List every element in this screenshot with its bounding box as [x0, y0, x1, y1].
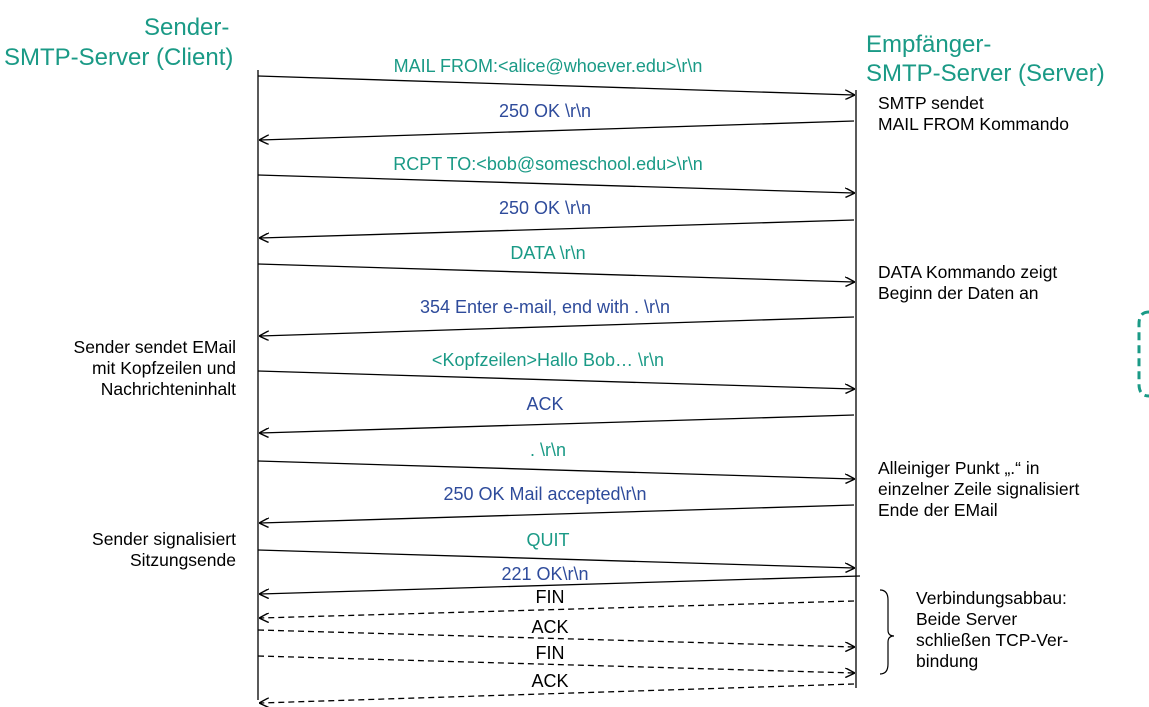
message-arrows — [257, 75, 861, 703]
message-arrow — [260, 575, 861, 594]
message-label: DATA \r\n — [510, 243, 586, 263]
annotation-client-quit: Sender signalisiert Sitzungsende — [92, 529, 236, 571]
annotation-line: Sitzungsende — [129, 550, 236, 570]
message-label: ACK — [531, 671, 569, 691]
message-label: 250 OK Mail accepted\r\n — [443, 484, 647, 504]
annotation-line: Beide Server — [916, 609, 1018, 629]
message-arrow — [260, 414, 855, 433]
message-arrow — [260, 219, 855, 238]
annotation-line: Alleiniger Punkt „.“ in — [878, 458, 1040, 478]
message-arrow — [260, 504, 855, 523]
message-arrow — [260, 120, 855, 140]
side-bracket-icon — [1137, 310, 1149, 398]
message-arrow — [257, 370, 854, 389]
annotation-line: DATA Kommando zeigt — [878, 262, 1058, 282]
message-label: ACK — [531, 617, 569, 637]
annotation-line: MAIL FROM Kommando — [878, 114, 1069, 134]
sender-title-line1: Sender- — [144, 14, 230, 41]
annotation-data: DATA Kommando zeigt Beginn der Daten an — [878, 262, 1057, 304]
receiver-title-line2: SMTP-Server (Server) — [866, 60, 1105, 87]
sender-title-line2: SMTP-Server (Client) — [4, 44, 234, 71]
message-label: RCPT TO:<bob@someschool.edu>\r\n — [393, 154, 703, 174]
message-label: 250 OK \r\n — [498, 198, 592, 218]
annotation-teardown: Verbindungsabbau: Beide Server schließen… — [916, 588, 1068, 672]
message-label: . \r\n — [529, 440, 567, 460]
receiver-title-line1: Empfänger- — [866, 31, 992, 58]
annotation-client-sends: Sender sendet EMail mit Kopfzeilen und N… — [74, 337, 236, 400]
annotation-line: Sender signalisiert — [92, 529, 236, 549]
annotation-line: Verbindungsabbau: — [916, 588, 1067, 608]
annotation-dot: Alleiniger Punkt „.“ in einzelner Zeile … — [878, 458, 1079, 521]
message-arrow — [257, 174, 854, 193]
message-arrow — [260, 316, 855, 336]
annotation-line: Ende der EMail — [878, 500, 998, 520]
message-arrow — [257, 75, 854, 95]
message-label: QUIT — [526, 530, 570, 550]
annotation-line: Nachrichteninhalt — [100, 379, 236, 399]
message-label: FIN — [535, 587, 565, 607]
annotation-mail-from: SMTP sendet MAIL FROM Kommando — [878, 93, 1069, 135]
annotation-line: SMTP sendet — [878, 93, 984, 113]
message-label: 221 OK\r\n — [501, 564, 589, 584]
message-label: FIN — [535, 643, 565, 663]
message-label: ACK — [526, 394, 564, 414]
teardown-brace — [879, 589, 895, 675]
message-arrow — [257, 460, 854, 479]
annotation-line: schließen TCP-Ver- — [916, 630, 1069, 650]
message-arrow — [257, 549, 854, 568]
message-label: 354 Enter e-mail, end with . \r\n — [419, 297, 671, 317]
message-arrow — [257, 263, 854, 282]
annotation-line: Beginn der Daten an — [878, 283, 1039, 303]
message-label: <Kopfzeilen>Hallo Bob… \r\n — [431, 350, 665, 370]
message-arrow — [260, 683, 855, 703]
annotation-line: bindung — [916, 651, 979, 671]
annotation-line: mit Kopfzeilen und — [92, 358, 236, 378]
annotation-line: Sender sendet EMail — [73, 337, 236, 357]
annotation-line: einzelner Zeile signalisiert — [878, 479, 1080, 499]
message-label: 250 OK \r\n — [498, 101, 592, 121]
message-arrow — [260, 600, 855, 618]
message-label: MAIL FROM:<alice@whoever.edu>\r\n — [393, 56, 703, 76]
